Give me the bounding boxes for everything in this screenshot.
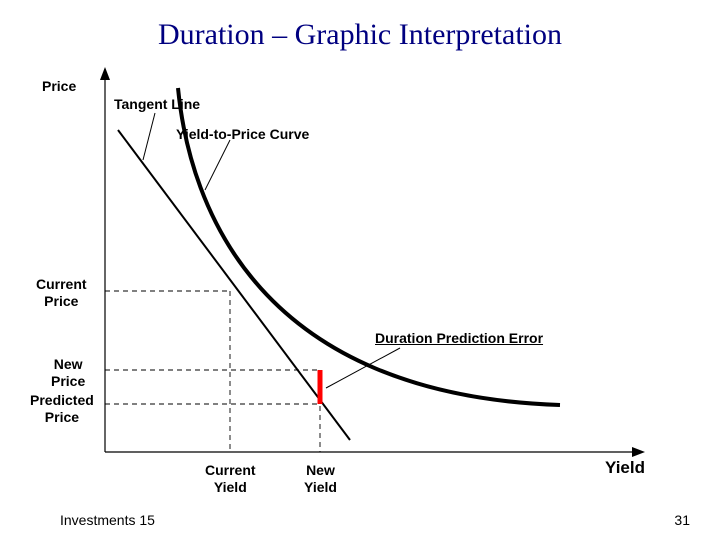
new-price-label: New Price — [51, 356, 85, 390]
curve-label: Yield-to-Price Curve — [176, 126, 309, 143]
y-axis-arrow — [100, 67, 110, 80]
leader-error — [326, 348, 400, 388]
x-axis-label: Yield — [605, 458, 645, 478]
error-label: Duration Prediction Error — [375, 330, 543, 347]
leader-curve — [205, 140, 230, 190]
x-axis-arrow — [632, 447, 645, 457]
tangent-label: Tangent Line — [114, 96, 200, 113]
current-yield-label: Current Yield — [205, 462, 256, 496]
tangent-line — [118, 130, 350, 440]
current-price-label: Current Price — [36, 276, 87, 310]
y-axis-label: Price — [42, 78, 76, 95]
new-yield-label: New Yield — [304, 462, 337, 496]
footer-right: 31 — [674, 512, 690, 528]
footer-left: Investments 15 — [60, 512, 155, 528]
leader-tangent — [143, 113, 155, 160]
predicted-price-label: Predicted Price — [30, 392, 94, 426]
